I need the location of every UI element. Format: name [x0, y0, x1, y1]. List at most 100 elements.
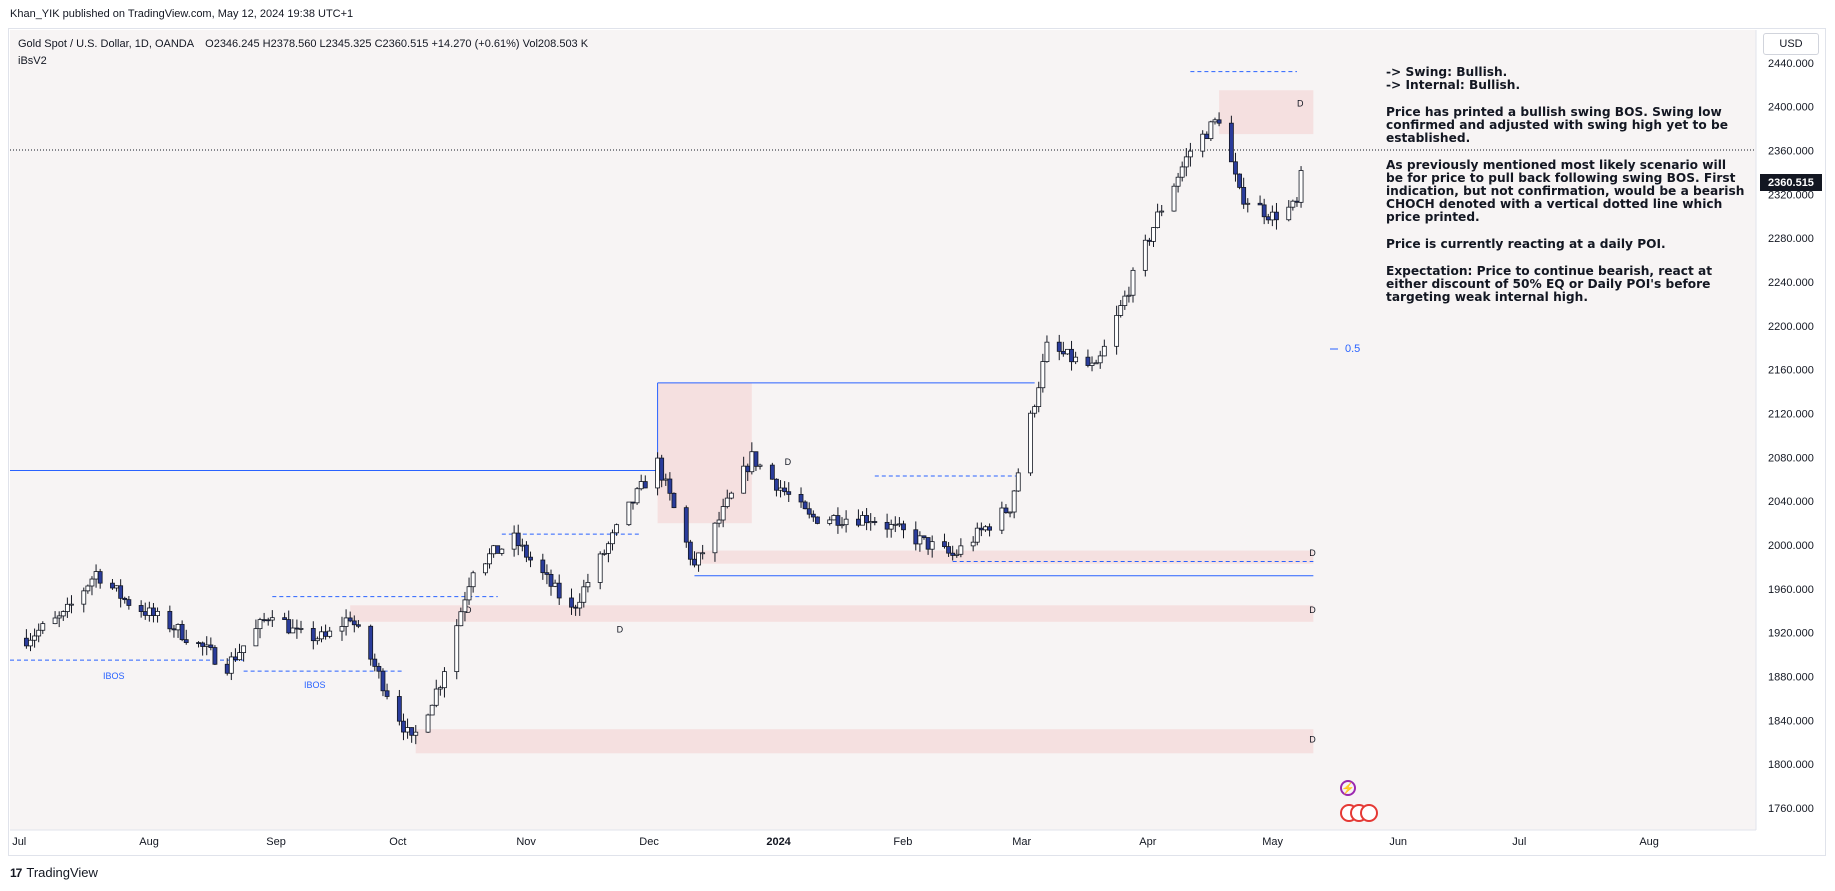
analysis-note: -> Swing: Bullish. -> Internal: Bullish.… — [1386, 66, 1746, 318]
brand-name: TradingView — [26, 865, 98, 880]
candle-down — [233, 656, 238, 661]
note-paragraph-3: Price is currently reacting at a daily P… — [1386, 237, 1666, 251]
candle-up — [499, 548, 505, 554]
note-line-swing: -> Swing: Bullish. — [1386, 65, 1508, 79]
candle-down — [372, 658, 378, 667]
candle-up — [892, 523, 898, 526]
candle-up — [413, 731, 419, 736]
candle-down — [97, 571, 103, 584]
high-value: H2378.560 — [262, 38, 317, 50]
candle-up — [462, 599, 468, 613]
candle-up — [626, 501, 632, 526]
candle-up — [999, 507, 1005, 531]
candle-up — [860, 515, 865, 526]
candle-up — [1212, 119, 1218, 123]
candle-down — [872, 521, 878, 523]
candle-up — [85, 585, 91, 592]
daily-poi-marker: D — [785, 457, 792, 467]
candle-up — [1097, 355, 1103, 364]
candle-down — [1060, 350, 1066, 355]
candle-up — [614, 524, 619, 534]
candle-up — [1040, 361, 1046, 389]
indicator-title[interactable]: iBsV2 — [18, 55, 47, 67]
candle-up — [843, 518, 849, 526]
symbol-title[interactable]: Gold Spot / U.S. Dollar, 1D, OANDA — [18, 38, 195, 50]
candle-up — [319, 631, 324, 640]
candle-down — [667, 478, 673, 494]
time-tick-label: Nov — [516, 836, 536, 848]
candle-up — [437, 687, 443, 690]
ibos-label-2: IBOS — [304, 680, 326, 690]
candle-up — [1286, 206, 1292, 221]
candle-down — [1147, 239, 1152, 242]
currency-button[interactable]: USD — [1763, 33, 1819, 55]
candle-up — [405, 727, 410, 733]
candle-down — [1228, 122, 1234, 163]
price-tick-label: 2080.000 — [1768, 452, 1814, 464]
candle-down — [196, 642, 201, 644]
candles-layer — [23, 112, 1304, 745]
candle-up — [1015, 472, 1021, 492]
candle-up — [601, 552, 607, 555]
candle-up — [1122, 295, 1128, 306]
candle-down — [122, 597, 128, 601]
time-tick-label: Sep — [266, 836, 286, 848]
candle-up — [1187, 150, 1193, 158]
price-tick-label: 2160.000 — [1768, 365, 1814, 377]
time-tick-label: Dec — [639, 836, 659, 848]
candle-up — [114, 585, 119, 589]
lightning-icon[interactable]: ⚡ — [1340, 780, 1356, 796]
candle-down — [528, 556, 533, 561]
candle-up — [1044, 341, 1050, 362]
candle-up — [958, 545, 964, 555]
candle-down — [1204, 133, 1210, 140]
candle-up — [458, 611, 464, 627]
flag-icon[interactable] — [1340, 804, 1378, 822]
candle-down — [884, 521, 890, 530]
chart-legend: Gold Spot / U.S. Dollar, 1D, OANDA O2346… — [18, 36, 588, 70]
candle-down — [745, 465, 751, 473]
candle-up — [1290, 200, 1296, 208]
candle-up — [1142, 239, 1148, 271]
annotations-layer: 0.5 IBOS IBOS — [103, 343, 1360, 690]
price-tick-label: 2320.000 — [1768, 189, 1814, 201]
candle-down — [351, 620, 357, 626]
candle-up — [577, 601, 583, 609]
price-tick-label: 2000.000 — [1768, 540, 1814, 552]
candle-down — [942, 541, 947, 547]
candle-up — [831, 515, 837, 521]
candle-up — [483, 563, 488, 574]
candle-up — [257, 619, 263, 630]
candle-up — [1269, 211, 1275, 221]
note-paragraph-1: Price has printed a bullish swing BOS. S… — [1386, 105, 1728, 145]
candle-up — [487, 553, 492, 565]
candle-up — [638, 481, 644, 490]
demand-zone-1935 — [350, 605, 1314, 622]
candle-up — [839, 524, 845, 527]
price-tick-label: 1800.000 — [1768, 759, 1814, 771]
candle-down — [1257, 202, 1263, 206]
candle-down — [167, 610, 173, 630]
candle-up — [470, 572, 476, 588]
candle-up — [81, 590, 87, 605]
candle-up — [40, 623, 46, 631]
candle-down — [798, 494, 804, 503]
tradingview-logo-icon: 17 — [10, 865, 22, 880]
candle-down — [978, 527, 984, 531]
candle-down — [409, 727, 415, 736]
low-value: L2345.325 — [319, 38, 372, 50]
candle-up — [28, 639, 33, 647]
candle-up — [343, 617, 349, 627]
footer-brand[interactable]: 17 TradingView — [10, 865, 98, 880]
plot-area[interactable] — [10, 30, 1756, 830]
daily-poi-marker: D — [1309, 548, 1316, 558]
candle-up — [1130, 269, 1136, 296]
candle-up — [1114, 315, 1120, 347]
price-tick-label: 1920.000 — [1768, 628, 1814, 640]
candle-down — [753, 451, 759, 467]
candle-up — [237, 652, 242, 661]
event-icons[interactable]: ⚡ — [1340, 780, 1380, 830]
price-tick-label: 2200.000 — [1768, 321, 1814, 333]
candle-up — [974, 527, 980, 543]
